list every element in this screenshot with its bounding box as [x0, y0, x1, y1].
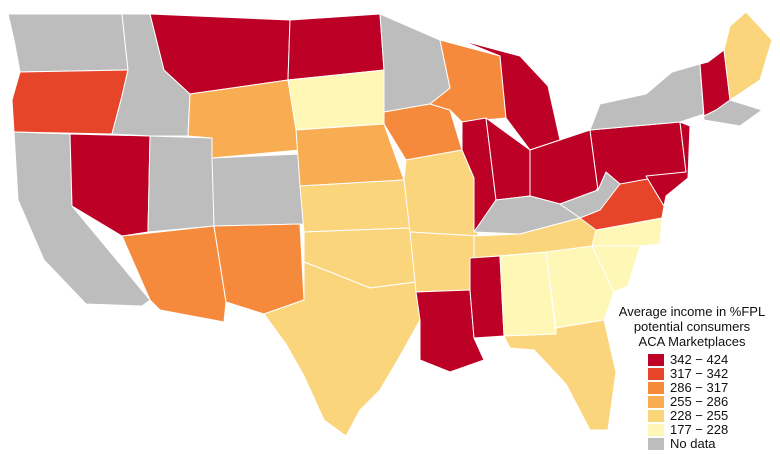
legend-label: 342 − 424	[670, 352, 729, 367]
region-missouri	[403, 149, 479, 237]
legend-label: No data	[670, 436, 716, 451]
legend-item-286-317: 286 − 317	[648, 381, 772, 395]
region-colorado	[211, 153, 305, 227]
region-oregon	[11, 69, 129, 135]
legend-swatch	[648, 424, 664, 436]
legend-swatch	[648, 368, 664, 380]
region-new-mexico	[213, 223, 305, 315]
region-arizona	[121, 225, 227, 323]
region-nebraska	[295, 123, 405, 187]
region-texas	[263, 261, 421, 437]
legend-item-342-424: 342 − 424	[648, 353, 772, 367]
legend-title-line: ACA Marketplaces	[638, 334, 746, 349]
legend-swatch	[648, 382, 664, 394]
region-florida	[503, 319, 617, 431]
legend-title-line: Average income in %FPL	[618, 304, 766, 319]
region-arkansas	[409, 231, 479, 293]
legend-swatch	[648, 438, 664, 450]
legend-item-no-data: No data	[648, 437, 772, 451]
region-new-jersey	[645, 121, 691, 207]
legend-label: 286 − 317	[670, 380, 729, 395]
region-south-dakota	[287, 69, 385, 131]
legend-label: 255 − 286	[670, 394, 729, 409]
legend-label: 228 − 255	[670, 408, 729, 423]
region-kansas	[299, 179, 411, 233]
legend-item-177-228: 177 − 228	[648, 423, 772, 437]
legend-label: 317 − 342	[670, 366, 729, 381]
legend-item-317-342: 317 − 342	[648, 367, 772, 381]
legend-swatch	[648, 396, 664, 408]
legend-title-line: potential consumers	[633, 319, 751, 334]
region-washington	[7, 13, 129, 73]
region-new-york	[589, 63, 705, 131]
legend-label: 177 − 228	[670, 422, 729, 437]
map-legend: Average income in %FPL potential consume…	[612, 304, 772, 451]
legend-title: Average income in %FPL potential consume…	[612, 304, 772, 349]
legend-item-228-255: 228 − 255	[648, 409, 772, 423]
region-georgia	[545, 245, 615, 329]
region-utah	[147, 135, 215, 233]
legend-swatch	[648, 410, 664, 422]
region-maine	[723, 11, 773, 101]
legend-swatch	[648, 354, 664, 366]
region-mississippi	[469, 255, 505, 339]
region-north-dakota	[287, 13, 385, 81]
legend-item-255-286: 255 − 286	[648, 395, 772, 409]
